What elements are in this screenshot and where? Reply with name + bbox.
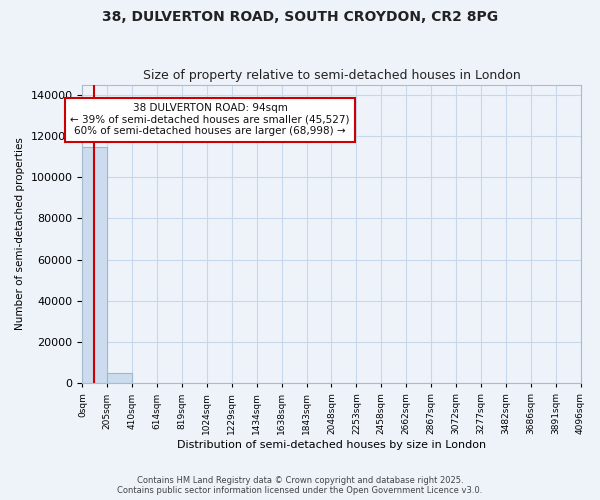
- Title: Size of property relative to semi-detached houses in London: Size of property relative to semi-detach…: [143, 69, 520, 82]
- Bar: [82, 148, 107, 384]
- X-axis label: Distribution of semi-detached houses by size in London: Distribution of semi-detached houses by …: [177, 440, 486, 450]
- Text: Contains HM Land Registry data © Crown copyright and database right 2025.
Contai: Contains HM Land Registry data © Crown c…: [118, 476, 482, 495]
- Text: 38, DULVERTON ROAD, SOUTH CROYDON, CR2 8PG: 38, DULVERTON ROAD, SOUTH CROYDON, CR2 8…: [102, 10, 498, 24]
- Text: 38 DULVERTON ROAD: 94sqm
← 39% of semi-detached houses are smaller (45,527)
60% : 38 DULVERTON ROAD: 94sqm ← 39% of semi-d…: [70, 103, 350, 136]
- Y-axis label: Number of semi-detached properties: Number of semi-detached properties: [15, 138, 25, 330]
- Bar: [107, 372, 132, 384]
